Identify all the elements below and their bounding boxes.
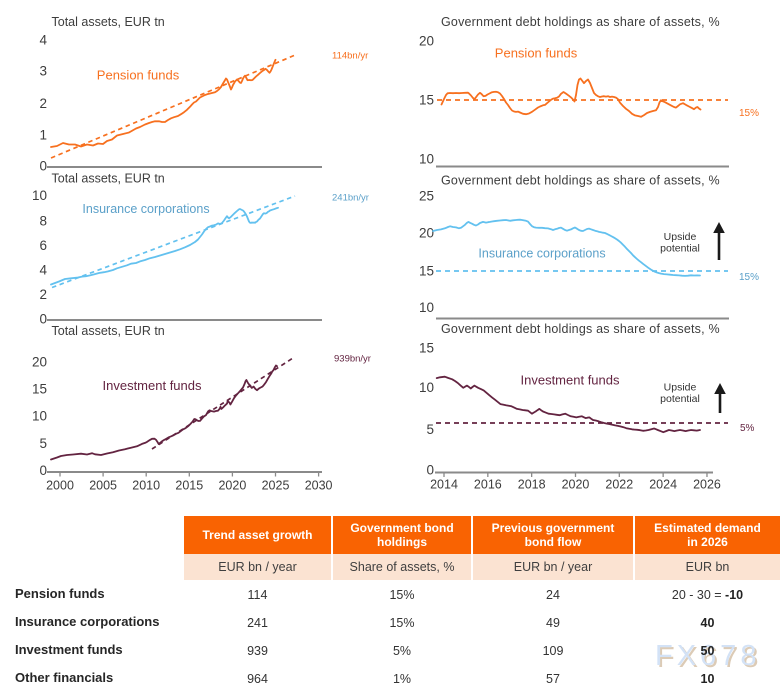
svg-text:Government debt holdings as sh: Government debt holdings as share of ass… (441, 15, 720, 29)
svg-text:5: 5 (426, 422, 434, 437)
svg-text:4: 4 (39, 263, 47, 278)
svg-text:Insurance corporations: Insurance corporations (478, 247, 605, 261)
svg-text:15%: 15% (739, 108, 759, 119)
svg-text:2014: 2014 (430, 478, 458, 492)
svg-text:5: 5 (39, 436, 47, 451)
svg-text:Total assets, EUR tn: Total assets, EUR tn (52, 15, 165, 29)
svg-text:1: 1 (39, 128, 47, 143)
svg-text:10: 10 (419, 380, 434, 395)
svg-text:241bn/yr: 241bn/yr (332, 193, 369, 204)
svg-text:2026: 2026 (693, 478, 721, 492)
svg-text:2010: 2010 (132, 479, 160, 493)
svg-text:3: 3 (39, 64, 47, 79)
svg-text:6: 6 (39, 238, 47, 253)
svg-text:10: 10 (419, 152, 434, 167)
svg-text:114bn/yr: 114bn/yr (332, 51, 368, 62)
svg-text:15: 15 (419, 341, 434, 356)
svg-text:Pension funds: Pension funds (97, 68, 180, 83)
svg-text:15: 15 (32, 382, 47, 397)
svg-text:10: 10 (419, 300, 434, 315)
svg-text:2005: 2005 (89, 479, 117, 493)
svg-text:Government debt holdings as sh: Government debt holdings as share of ass… (441, 322, 720, 336)
svg-text:2020: 2020 (218, 479, 246, 493)
svg-text:939bn/yr: 939bn/yr (334, 354, 371, 365)
svg-text:25: 25 (419, 189, 434, 204)
svg-text:10: 10 (32, 188, 47, 203)
svg-text:2000: 2000 (46, 479, 74, 493)
svg-text:Investment funds: Investment funds (521, 373, 620, 388)
svg-text:potential: potential (660, 393, 700, 405)
svg-text:Total assets, EUR tn: Total assets, EUR tn (52, 324, 165, 338)
svg-text:15: 15 (419, 93, 434, 108)
svg-text:Upside: Upside (664, 231, 697, 243)
svg-text:Government debt holdings as sh: Government debt holdings as share of ass… (441, 174, 720, 188)
svg-text:2: 2 (39, 96, 47, 111)
svg-text:Investment funds: Investment funds (103, 378, 202, 393)
svg-text:0: 0 (39, 463, 47, 478)
svg-text:2018: 2018 (518, 478, 546, 492)
svg-text:0: 0 (426, 463, 434, 478)
svg-text:2030: 2030 (305, 479, 333, 493)
svg-text:2025: 2025 (262, 479, 290, 493)
svg-text:Pension funds: Pension funds (495, 46, 578, 61)
svg-text:20: 20 (419, 34, 434, 49)
svg-text:8: 8 (39, 214, 47, 229)
svg-text:2015: 2015 (175, 479, 203, 493)
svg-text:2016: 2016 (474, 478, 502, 492)
svg-text:20: 20 (32, 355, 47, 370)
svg-text:Total assets, EUR tn: Total assets, EUR tn (52, 172, 165, 186)
svg-text:potential: potential (660, 243, 700, 255)
svg-text:15: 15 (419, 264, 434, 279)
svg-text:Insurance corporations: Insurance corporations (82, 202, 209, 216)
svg-text:0: 0 (39, 159, 47, 174)
svg-text:2: 2 (39, 287, 47, 302)
svg-text:2022: 2022 (605, 478, 633, 492)
svg-text:2024: 2024 (649, 478, 677, 492)
svg-text:10: 10 (32, 409, 47, 424)
svg-text:4: 4 (39, 33, 47, 48)
svg-text:0: 0 (39, 312, 47, 327)
svg-text:20: 20 (419, 226, 434, 241)
svg-text:15%: 15% (739, 272, 759, 283)
svg-text:5%: 5% (740, 423, 755, 434)
svg-text:2020: 2020 (562, 478, 590, 492)
svg-text:Upside: Upside (664, 382, 697, 394)
